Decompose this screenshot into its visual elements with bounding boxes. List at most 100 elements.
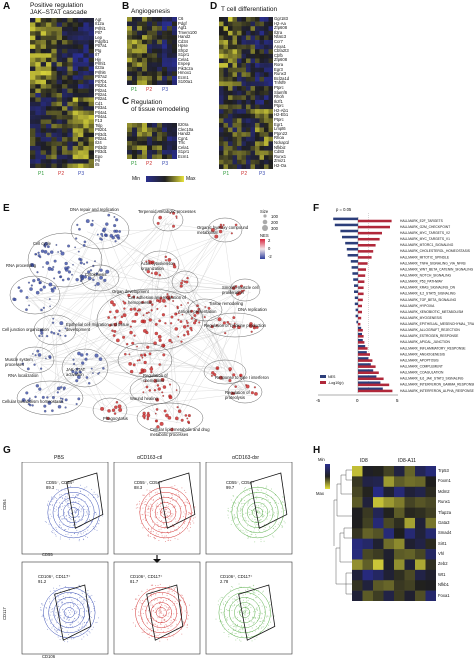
heatmap-cell [167,145,173,151]
flow-event [247,618,249,620]
heatmap-cell [142,48,148,54]
flow-event [59,525,61,527]
flow-event [143,501,145,503]
heatmap-cell [46,84,52,89]
flow-event [256,511,258,513]
heatmap-cell [268,76,273,82]
heatmap-cell [83,22,89,28]
flow-event [51,609,53,611]
heatmap-cell [172,71,177,77]
network-node [177,335,180,338]
heatmap-cell [127,53,133,59]
heatmap-cell [62,57,68,63]
bar-nes [333,217,358,221]
gene-label: Cela1 [178,56,189,62]
network-node [172,211,176,215]
flow-event [233,598,235,600]
heatmap-cell [78,40,84,45]
flow-event [163,513,165,515]
heatmap-cell [88,123,94,129]
flow-event [234,625,236,627]
network-node [159,421,164,426]
flow-event [266,615,268,617]
axis-cd106: CD106 [42,654,56,659]
flow-event [56,498,58,500]
heatmap-cell [83,57,89,63]
heatmap-cell [56,110,63,116]
cluster-label-cell-adhesion: Cell adhesion and regulation of hemopoie… [128,295,186,305]
flow-event [62,609,64,611]
network-node [39,367,43,370]
heatmap-cell [404,507,416,519]
network-node [66,277,70,281]
heatmap-cell [51,40,57,45]
flow-plot-frame [205,462,293,555]
heatmap-cell [373,559,384,571]
flow-event [274,526,276,528]
flow-event [168,597,170,599]
gene-label: Ikzf1 [274,98,283,104]
heatmap-cell [88,44,94,50]
heatmap-cell [35,26,41,32]
flow-event [49,614,51,616]
network-node [27,399,31,402]
flow-event [238,639,240,641]
heatmap-cell [383,549,395,560]
network-node [232,316,236,320]
flow-event [173,587,175,589]
flow-event [77,493,79,495]
flow-event [243,513,245,515]
heatmap-cell [35,35,41,41]
heatmap-cell [259,63,265,68]
flow-event [155,538,157,540]
heatmap-cell [383,466,395,477]
flow-event [258,614,260,616]
flow-event [263,515,265,517]
heatmap-cell [228,118,233,124]
heatmap-cell [46,57,52,63]
panel-d-group-p2: P2 [241,171,248,177]
flow-event [187,614,189,616]
heatmap-cell [352,486,363,498]
hallmark-label: HALLMARK_G2M_CHECKPOINT [400,225,450,229]
heatmap-cell [132,39,138,45]
flow-event [61,515,63,517]
heatmap-cell [88,57,94,63]
network-edge [60,221,174,332]
flow-event [74,511,76,513]
heatmap-cell [137,53,143,59]
network-node [158,319,162,323]
heatmap-cell [72,18,79,23]
flow-event [47,503,49,505]
heatmap-cell [62,101,68,107]
heatmap-cell [167,141,173,146]
flow-event [223,632,225,634]
heatmap-cell [35,115,41,120]
heatmap-cell [259,49,265,55]
flow-event [234,517,236,519]
network-edge [137,355,220,370]
panel-a-group-p2: P2 [58,171,65,177]
heatmap-cell [255,141,260,147]
network-node [167,416,172,420]
heatmap-cell [162,62,168,68]
network-node [150,366,153,368]
flow-event [242,594,244,596]
flow-event [51,610,53,612]
flow-event [167,511,169,513]
flow-event [59,494,61,496]
heatmap-cell [264,132,269,138]
flow-event [157,523,159,525]
network-node [237,291,242,295]
heatmap-cell [162,35,168,40]
flow-event [159,606,161,608]
network-edge [99,236,142,364]
flow-event [102,515,104,517]
flow-event [194,507,196,509]
flow-event [165,515,167,517]
heatmap-cell [237,95,242,101]
network-node [118,320,123,325]
flow-event [78,584,80,586]
gene-label: Ptl3d2 [95,144,107,150]
flow-event [54,496,56,498]
